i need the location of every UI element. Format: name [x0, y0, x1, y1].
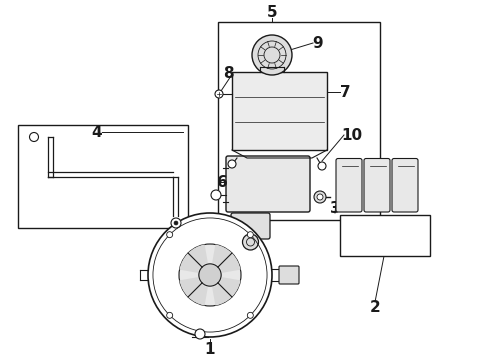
Circle shape [252, 35, 292, 75]
Text: 10: 10 [342, 127, 363, 143]
Text: 2: 2 [369, 301, 380, 315]
Wedge shape [179, 277, 208, 306]
Circle shape [317, 194, 323, 200]
Text: 4: 4 [92, 125, 102, 140]
Bar [340, 215, 430, 256]
Circle shape [211, 190, 221, 200]
Circle shape [243, 234, 259, 250]
Circle shape [247, 312, 253, 318]
Bar [218, 22, 380, 220]
FancyBboxPatch shape [364, 158, 390, 212]
Circle shape [215, 90, 223, 98]
Circle shape [174, 221, 178, 225]
Text: 5: 5 [267, 5, 277, 19]
Text: 8: 8 [222, 66, 233, 81]
Circle shape [318, 162, 326, 170]
FancyBboxPatch shape [279, 266, 299, 284]
Circle shape [314, 191, 326, 203]
Circle shape [167, 232, 172, 238]
Circle shape [195, 329, 205, 339]
Text: 9: 9 [313, 36, 323, 50]
Text: 7: 7 [340, 85, 350, 99]
Circle shape [171, 218, 181, 228]
Circle shape [148, 213, 272, 337]
Circle shape [29, 132, 39, 141]
Text: 1: 1 [205, 342, 215, 357]
FancyBboxPatch shape [336, 158, 362, 212]
Bar [232, 72, 327, 150]
Wedge shape [212, 244, 241, 273]
Circle shape [167, 312, 172, 318]
Circle shape [199, 264, 221, 286]
Circle shape [247, 232, 253, 238]
Circle shape [179, 244, 241, 306]
Text: 6: 6 [217, 175, 227, 189]
Text: 3: 3 [330, 201, 341, 216]
Bar [18, 125, 188, 228]
Circle shape [228, 160, 236, 168]
Wedge shape [179, 244, 208, 273]
FancyBboxPatch shape [392, 158, 418, 212]
FancyBboxPatch shape [231, 213, 270, 239]
FancyBboxPatch shape [226, 156, 310, 212]
Wedge shape [212, 277, 241, 306]
